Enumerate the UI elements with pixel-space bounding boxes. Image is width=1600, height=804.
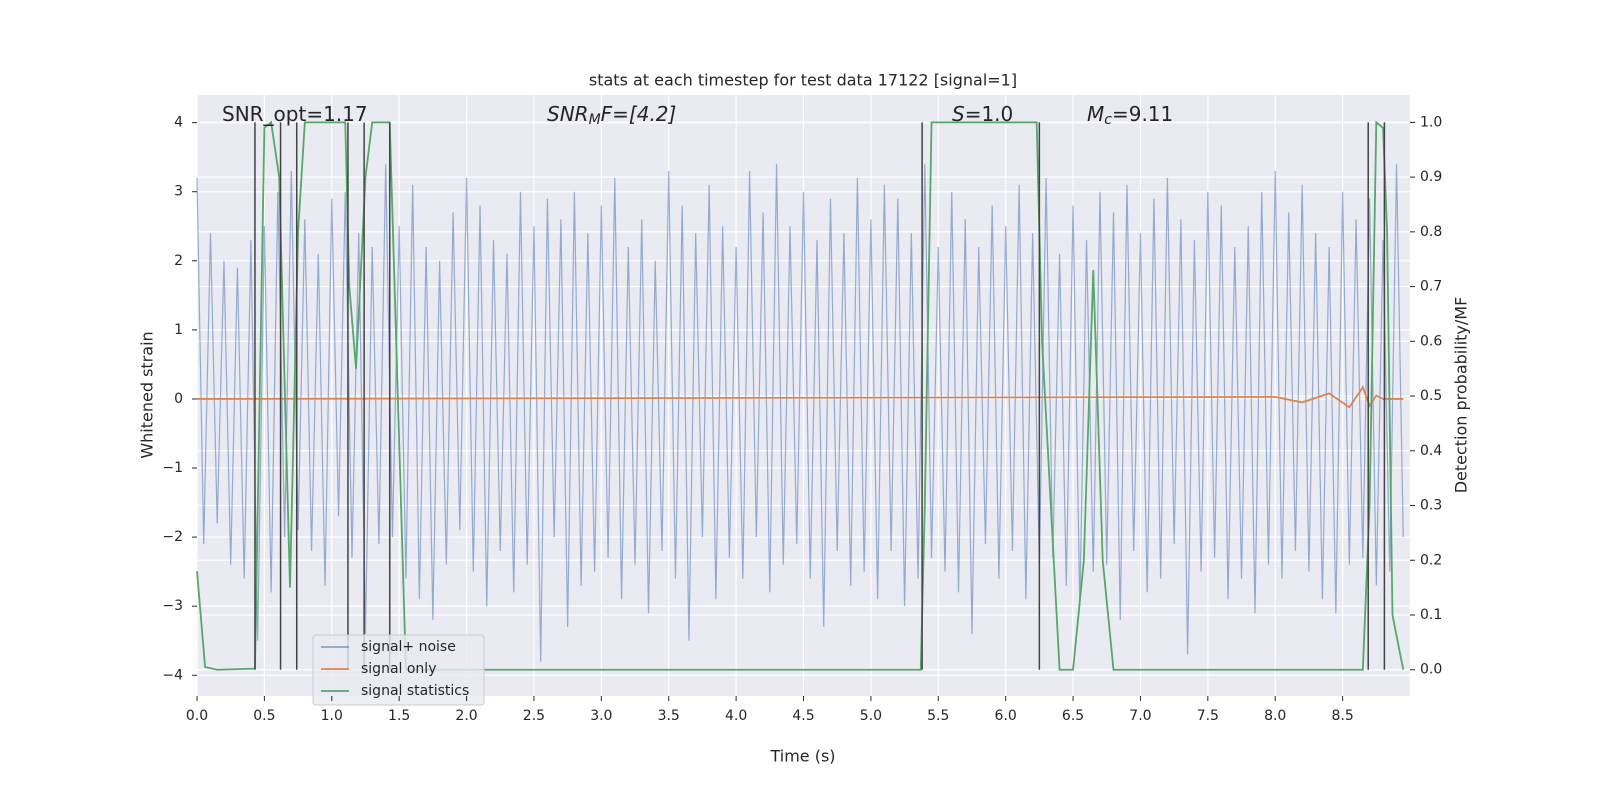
- annotation-rest: =9.11: [1112, 102, 1173, 126]
- x-tick-label: 2.5: [523, 708, 545, 724]
- y2-tick-label: 0.2: [1420, 552, 1442, 568]
- y2-tick-label: 0.0: [1420, 662, 1442, 678]
- legend-box: [312, 634, 485, 706]
- y-tick-label: 0: [174, 391, 183, 407]
- annotation-sub: c: [1104, 112, 1112, 128]
- x-tick-label: 6.0: [995, 708, 1017, 724]
- annotation-main: SNR: [547, 102, 589, 126]
- annotation-main: M: [1087, 102, 1104, 126]
- y-tick-label: −1: [162, 460, 183, 476]
- x-tick-label: 3.0: [590, 708, 612, 724]
- y-tick-label: 2: [174, 253, 183, 269]
- annotation-rest: =1.0: [965, 102, 1014, 126]
- x-tick-label: 2.0: [455, 708, 477, 724]
- y2-axis-label: Detection probability/MF: [1452, 297, 1471, 494]
- annotation-sub: M: [589, 112, 601, 128]
- series-line: [196, 164, 1404, 662]
- annotation-main: SNR_opt=1.17: [222, 102, 368, 126]
- x-tick-label: 8.0: [1264, 708, 1286, 724]
- legend-label: signal+ noise: [361, 639, 456, 655]
- y-tick-label: −2: [162, 529, 183, 545]
- y-tick-label: 4: [174, 115, 183, 131]
- x-axis-label: Time (s): [769, 747, 835, 766]
- annotation: Mc=9.11: [1087, 102, 1173, 129]
- x-tick-label: 7.0: [1129, 708, 1151, 724]
- y2-tick-label: 0.8: [1420, 224, 1442, 240]
- y-tick-label: 3: [174, 184, 183, 200]
- x-tick-label: 0.0: [186, 708, 208, 724]
- annotation: SNR_opt=1.17: [222, 102, 368, 126]
- y2-tick-label: 0.7: [1420, 279, 1442, 295]
- y2-tick-label: 0.9: [1420, 169, 1442, 185]
- y-tick-label: −3: [162, 598, 183, 614]
- legend-label: signal statistics: [361, 683, 469, 699]
- y2-tick-label: 0.4: [1420, 443, 1442, 459]
- x-tick-label: 1.5: [388, 708, 410, 724]
- x-tick-label: 4.5: [792, 708, 814, 724]
- series-line: [196, 120, 1405, 671]
- x-tick-label: 3.5: [658, 708, 680, 724]
- x-tick-label: 4.0: [725, 708, 747, 724]
- y2-tick-label: 0.3: [1420, 498, 1442, 514]
- legend-label: signal only: [361, 661, 436, 677]
- y2-tick-label: 0.5: [1420, 388, 1442, 404]
- x-tick-label: 7.5: [1197, 708, 1219, 724]
- y-tick-label: −4: [162, 667, 183, 683]
- series-line: [196, 385, 1404, 409]
- annotation-main: S: [952, 102, 965, 126]
- x-tick-label: 6.5: [1062, 708, 1084, 724]
- x-tick-label: 1.0: [321, 708, 343, 724]
- x-tick-label: 0.5: [253, 708, 275, 724]
- annotation: SNRMF=[4.2]: [547, 102, 676, 129]
- y-axis-label: Whitened strain: [138, 331, 157, 458]
- x-tick-label: 5.0: [860, 708, 882, 724]
- annotation-rest: F=[4.2]: [601, 102, 677, 126]
- annotation: S=1.0: [952, 102, 1013, 126]
- y2-tick-label: 0.1: [1420, 607, 1442, 623]
- chart-title: stats at each timestep for test data 171…: [589, 71, 1017, 90]
- x-tick-label: 5.5: [927, 708, 949, 724]
- y2-tick-label: 1.0: [1420, 114, 1442, 130]
- y-tick-label: 1: [174, 322, 183, 338]
- y2-tick-label: 0.6: [1420, 333, 1442, 349]
- x-tick-label: 8.5: [1331, 708, 1353, 724]
